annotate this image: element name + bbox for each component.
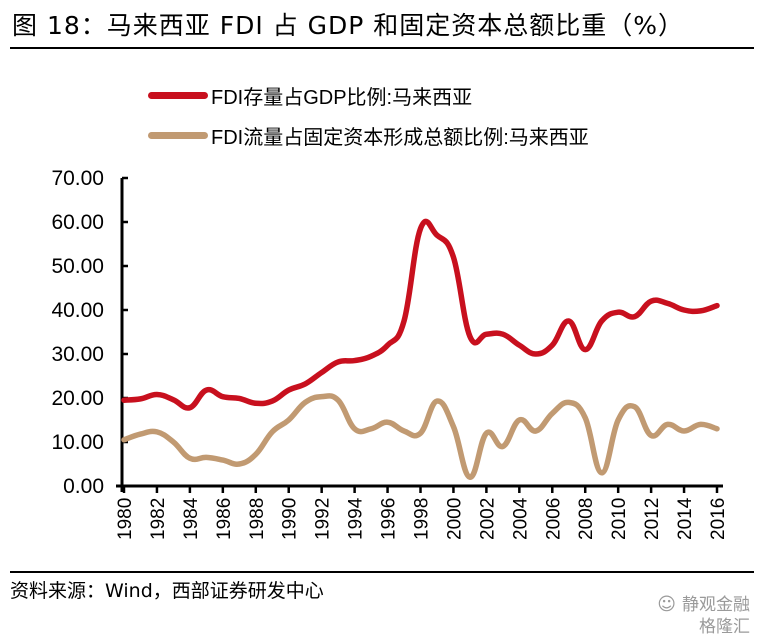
y-tick-label: 0.00 [63,475,104,498]
x-tick-label: 1990 [280,498,301,540]
x-tick-label: 1988 [247,498,268,540]
y-tick-label: 20.00 [51,387,104,410]
y-tick-label: 30.00 [51,343,104,366]
legend-swatch-stock [148,91,208,99]
legend-swatch-flow [148,131,208,139]
series-line-fdi-stock-gdp [121,218,720,411]
x-tick-label: 1982 [148,498,169,540]
x-tick-label: 2002 [477,498,498,540]
y-tick-label: 50.00 [51,255,104,278]
x-tick-label: 2010 [609,498,630,540]
watermark-line1: 静观金融 [682,595,750,615]
x-tick-label: 1996 [379,498,400,540]
series-line-fdi-flow-gfcf [121,393,720,480]
x-tick-label: 1984 [181,497,202,540]
legend-item-stock: FDI存量占GDP比例:马来西亚 [148,75,589,115]
x-tick-label: 2004 [510,497,531,540]
watermark: ☺ 静观金融 格隆汇 [657,594,750,638]
x-tick-label: 2008 [576,498,597,540]
x-tick-label: 2016 [708,498,729,540]
x-tick-label: 2000 [444,498,465,540]
y-tick-label: 60.00 [51,211,104,234]
x-tick-label: 1992 [313,498,334,540]
y-tick-label: 40.00 [51,299,104,322]
x-tick-label: 1994 [346,497,367,540]
watermark-line2: 格隆汇 [699,617,750,637]
y-tick-label: 70.00 [51,167,104,190]
legend-label-flow: FDI流量占固定资本形成总额比例:马来西亚 [211,126,589,149]
x-tick-label: 2012 [642,498,663,540]
y-axis: 0.00 10.00 20.00 30.00 40.00 50.00 60.00 70.00 [51,167,128,498]
x-tick-label: 2006 [543,498,564,540]
x-axis: 1980 1982 1984 1986 1988 1990 1992 1994 1996 1998… [115,484,729,540]
legend-label-stock: FDI存量占GDP比例:马来西亚 [211,86,473,109]
chart-title: 图 18：马来西亚 FDI 占 GDP 和固定资本总额比重（%） [12,11,685,40]
y-tick-label: 10.00 [51,431,104,454]
source-note: 资料来源：Wind，西部证券研发中心 [10,580,324,602]
footer-divider [10,571,754,573]
x-tick-label: 1998 [412,498,433,540]
x-tick-label: 1986 [214,498,235,540]
chart-legend: FDI存量占GDP比例:马来西亚 FDI流量占固定资本形成总额比例:马来西亚 [148,75,589,155]
x-tick-label: 2014 [675,497,696,540]
series-layer [121,218,720,480]
x-tick-label: 1980 [115,498,136,540]
legend-item-flow: FDI流量占固定资本形成总额比例:马来西亚 [148,115,589,155]
title-divider [10,47,754,49]
wechat-icon: ☺ [657,594,676,615]
